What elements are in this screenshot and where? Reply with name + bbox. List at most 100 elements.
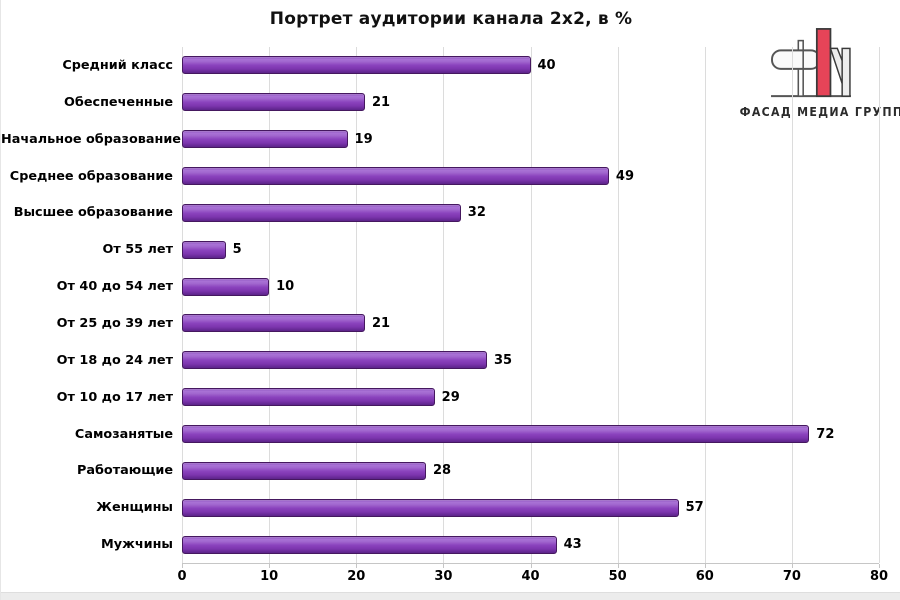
bar (182, 56, 531, 75)
value-label: 21 (371, 315, 391, 331)
bar-track: 5 (182, 231, 879, 268)
logo-text: ФАСАД МЕДИА ГРУПП (739, 104, 900, 119)
logo-mark (771, 28, 851, 98)
category-label: От 25 до 39 лет (56, 315, 173, 331)
bar-rows: Средний класс 40 Обеспеченные 21 Начальное о… (1, 47, 879, 563)
bar-track: 72 (182, 416, 879, 453)
category-label: Самозанятые (74, 426, 173, 442)
bar (182, 240, 226, 259)
gridline (617, 47, 619, 563)
bar-track: 32 (182, 194, 879, 231)
value-label: 40 (537, 57, 556, 73)
value-label: 72 (816, 426, 835, 442)
x-tick-label: 20 (347, 569, 366, 584)
value-label: 32 (467, 205, 486, 221)
bar-track: 43 (182, 526, 879, 563)
bar-row: От 55 лет 5 (1, 231, 879, 268)
bar-row: От 10 до 17 лет 29 (1, 379, 879, 416)
bar-track: 40 (182, 47, 879, 84)
axis-tick-mark (617, 564, 619, 568)
bar (182, 203, 461, 222)
chart-title: Портрет аудитории канала 2х2, в % (269, 9, 633, 29)
bar-track: 35 (182, 342, 879, 379)
bar-row: Обеспеченные 21 (1, 84, 879, 121)
category-label: Начальное образование (1, 131, 181, 147)
gridline (356, 47, 358, 563)
bar-track: 28 (182, 452, 879, 489)
bar-track: 57 (182, 489, 879, 526)
category-label: Работающие (76, 463, 173, 479)
bar-track: 49 (182, 158, 879, 195)
bar (182, 351, 487, 370)
bar-row: Средний класс 40 (1, 47, 879, 84)
category-label: От 10 до 17 лет (56, 389, 173, 405)
logo-red-bar (815, 28, 832, 98)
x-tick-label: 0 (177, 569, 187, 584)
bar (182, 130, 348, 149)
bar (182, 93, 365, 112)
bar-track: 10 (182, 268, 879, 305)
gridline (530, 47, 532, 563)
category-label: Среднее образование (9, 168, 173, 184)
bar-row: Высшее образование 32 (1, 194, 879, 231)
bar-row: Женщины 57 (1, 489, 879, 526)
bar (182, 314, 365, 333)
gridline (182, 47, 183, 563)
bar-track: 21 (182, 305, 879, 342)
bar (182, 167, 609, 185)
bar-row: Работающие 28 (1, 452, 879, 489)
value-label: 21 (371, 94, 391, 110)
category-label: Женщины (96, 500, 173, 516)
bar (182, 425, 810, 444)
value-label: 10 (276, 279, 295, 295)
value-label: 19 (354, 131, 373, 147)
bottom-edge-strip (1, 592, 900, 600)
value-label: 28 (432, 463, 452, 479)
bar-row: Начальное образование 19 (1, 121, 879, 158)
x-tick-label: 40 (521, 569, 540, 584)
value-label: 49 (615, 168, 634, 184)
category-label: От 40 до 54 лет (56, 279, 173, 295)
gridline (269, 47, 271, 563)
x-tick-label: 60 (695, 569, 714, 584)
axis-tick-mark (704, 564, 706, 568)
bar-row: От 25 до 39 лет 21 (1, 305, 879, 342)
plot-area (182, 47, 880, 568)
x-tick-label: 10 (260, 569, 279, 584)
gridline (443, 47, 445, 563)
gridline (879, 47, 880, 563)
axis-tick-mark (443, 564, 445, 568)
axis-tick-mark (269, 564, 271, 568)
logo-m-right (841, 47, 851, 97)
category-label: От 55 лет (102, 242, 173, 258)
category-label: Высшее образование (13, 205, 173, 221)
bar-row: Мужчины 43 (1, 526, 879, 563)
axis-tick-mark (879, 564, 880, 568)
x-tick-label: 80 (869, 569, 889, 584)
category-label: Мужчины (101, 537, 173, 553)
value-label: 29 (441, 389, 460, 405)
value-label: 5 (232, 242, 242, 258)
category-label: Обеспеченные (64, 94, 173, 110)
bar (182, 498, 679, 517)
axis-tick-mark (182, 564, 183, 568)
axis-tick-mark (791, 564, 793, 568)
value-label: 43 (563, 537, 582, 553)
bar-track: 29 (182, 379, 879, 416)
category-label: От 18 до 24 лет (56, 352, 173, 368)
bar-track: 21 (182, 84, 879, 121)
x-tick-label: 30 (434, 569, 453, 584)
axis-tick-mark (530, 564, 532, 568)
bar (182, 535, 557, 554)
bar-row: От 40 до 54 лет 10 (1, 268, 879, 305)
value-label: 35 (493, 352, 513, 368)
bar-row: Самозанятые 72 (1, 416, 879, 453)
x-axis: 0 10 20 30 40 50 60 70 80 (177, 569, 888, 587)
bar (182, 461, 426, 480)
bar-track: 19 (182, 121, 879, 158)
x-tick-label: 50 (608, 569, 627, 584)
axis-tick-mark (356, 564, 358, 568)
logo: ФАСАД МЕДИА ГРУПП (730, 26, 900, 119)
bar-row: От 18 до 24 лет 35 (1, 342, 879, 379)
bar-row: Среднее образование 49 (1, 158, 879, 195)
